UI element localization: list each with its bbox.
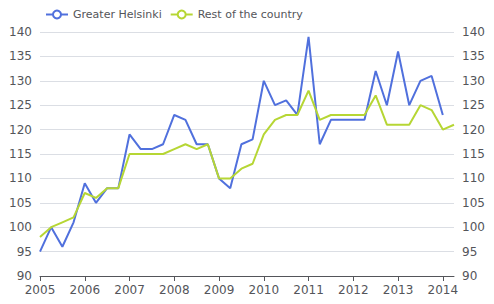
- svg-text:2011: 2011: [293, 283, 324, 297]
- svg-text:95: 95: [462, 245, 477, 259]
- svg-text:115: 115: [9, 147, 32, 161]
- svg-text:2006: 2006: [69, 283, 100, 297]
- svg-text:140: 140: [9, 25, 32, 39]
- svg-text:105: 105: [9, 196, 32, 210]
- svg-text:2007: 2007: [114, 283, 145, 297]
- svg-text:2012: 2012: [338, 283, 369, 297]
- svg-text:130: 130: [9, 74, 32, 88]
- svg-text:110: 110: [9, 171, 32, 185]
- svg-text:120: 120: [9, 123, 32, 137]
- svg-text:2010: 2010: [249, 283, 280, 297]
- svg-text:2008: 2008: [159, 283, 190, 297]
- svg-text:135: 135: [462, 49, 485, 63]
- svg-text:Greater Helsinki: Greater Helsinki: [73, 8, 162, 21]
- svg-text:135: 135: [9, 49, 32, 63]
- svg-text:140: 140: [462, 25, 485, 39]
- svg-text:110: 110: [462, 171, 485, 185]
- svg-text:Rest of the country: Rest of the country: [198, 8, 304, 21]
- svg-text:2009: 2009: [204, 283, 235, 297]
- svg-text:115: 115: [462, 147, 485, 161]
- svg-text:100: 100: [462, 220, 485, 234]
- svg-text:90: 90: [17, 269, 32, 283]
- svg-text:120: 120: [462, 123, 485, 137]
- svg-text:90: 90: [462, 269, 477, 283]
- svg-text:100: 100: [9, 220, 32, 234]
- svg-text:125: 125: [9, 98, 32, 112]
- svg-text:2014: 2014: [428, 283, 459, 297]
- svg-text:2005: 2005: [25, 283, 56, 297]
- svg-text:125: 125: [462, 98, 485, 112]
- svg-text:2013: 2013: [383, 283, 414, 297]
- svg-text:105: 105: [462, 196, 485, 210]
- svg-text:130: 130: [462, 74, 485, 88]
- svg-text:95: 95: [17, 245, 32, 259]
